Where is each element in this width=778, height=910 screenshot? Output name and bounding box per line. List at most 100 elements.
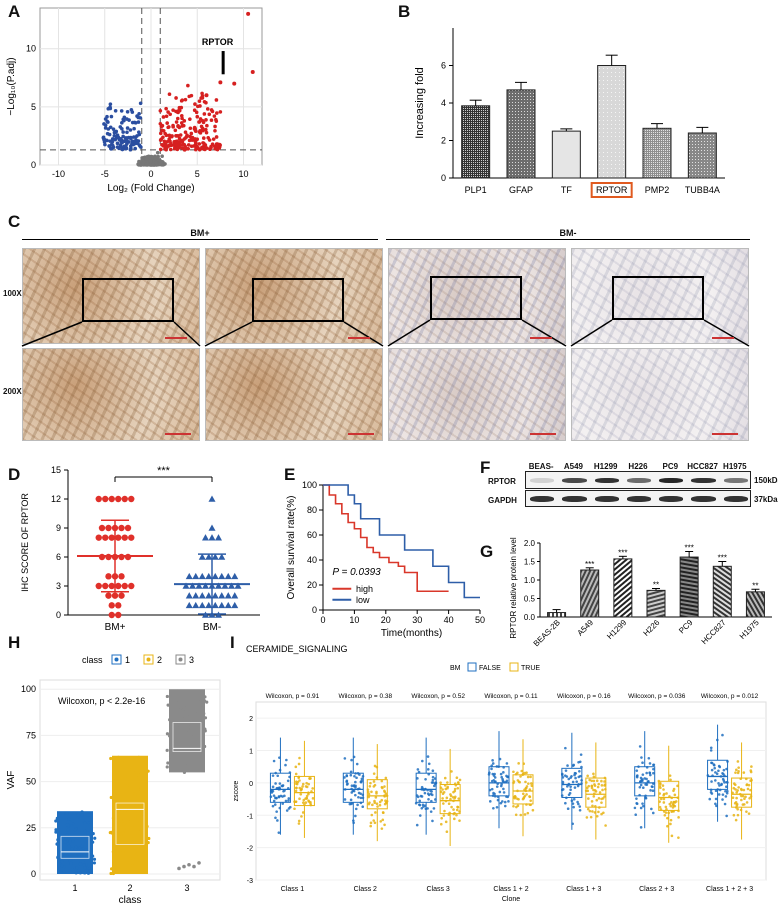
group-label-bm-neg: BM- <box>559 228 577 238</box>
data-point <box>490 787 494 791</box>
volcano-point <box>182 119 187 123</box>
data-point <box>218 572 226 580</box>
data-point <box>717 769 720 773</box>
data-point <box>502 791 506 794</box>
data-point <box>735 804 739 807</box>
scale-bar <box>712 337 734 339</box>
data-point <box>456 805 460 809</box>
data-point <box>297 762 301 766</box>
scale-bar <box>712 433 738 435</box>
data-point <box>186 756 190 760</box>
data-point <box>587 784 591 788</box>
data-point <box>589 815 593 819</box>
volcano-point <box>172 146 177 151</box>
volcano-point <box>189 131 194 136</box>
volcano-point <box>212 144 217 149</box>
data-point <box>424 777 427 781</box>
survival-line <box>323 484 449 593</box>
data-point <box>195 727 199 732</box>
data-point <box>417 770 421 774</box>
x-axis-label: class <box>119 895 142 906</box>
data-point <box>641 786 645 789</box>
data-point <box>506 795 510 799</box>
data-point <box>647 756 651 760</box>
x-tick-label: 5 <box>195 169 200 179</box>
data-point <box>744 777 748 781</box>
data-point <box>309 777 312 780</box>
data-point <box>732 813 736 817</box>
volcano-point <box>145 155 150 159</box>
volcano-point <box>137 130 141 134</box>
data-point <box>505 762 509 765</box>
data-point <box>746 787 750 791</box>
volcano-point <box>186 83 190 88</box>
volcano-point <box>174 139 178 144</box>
data-point <box>284 799 288 803</box>
volcano-point <box>103 126 108 130</box>
volcano-point <box>194 110 199 115</box>
data-point <box>709 746 713 750</box>
data-point <box>447 802 451 806</box>
data-point <box>738 792 742 796</box>
data-point <box>444 787 448 791</box>
data-point <box>649 789 652 792</box>
volcano-point <box>113 130 118 134</box>
data-point <box>434 798 437 801</box>
data-point <box>130 826 135 830</box>
data-point <box>714 771 717 774</box>
volcano-point <box>161 115 166 119</box>
data-point <box>734 771 737 774</box>
data-point <box>231 601 239 609</box>
data-point <box>274 816 277 820</box>
data-point <box>525 803 528 806</box>
data-point <box>299 792 303 796</box>
qpcr-bar-chart: 0 2 4 6 PLP1 GFAP TF RPTOR PMP2 TUBB4A Increasing … <box>414 28 725 198</box>
data-point <box>109 756 113 761</box>
volcano-point <box>133 120 138 125</box>
data-point <box>490 764 493 767</box>
panel-label-d: D <box>8 465 21 484</box>
data-point <box>198 572 206 580</box>
x-tick-label: 50 <box>475 615 485 625</box>
data-point <box>211 572 219 580</box>
data-point <box>74 871 78 875</box>
data-point <box>488 771 491 775</box>
data-point <box>108 611 115 619</box>
bar <box>580 569 600 618</box>
data-point <box>714 779 717 782</box>
blot-row-label-rptor: RPTOR <box>488 477 516 486</box>
volcano-point <box>167 92 172 96</box>
data-point <box>603 780 606 783</box>
data-point <box>83 871 87 875</box>
data-point <box>506 775 510 779</box>
data-point <box>119 762 123 767</box>
data-point <box>445 830 449 833</box>
ihc-image-bm-pos-1-200x <box>22 348 200 441</box>
data-point <box>195 724 199 728</box>
outlier-point <box>187 862 191 867</box>
blot-band-gapdh <box>691 496 716 502</box>
y-axis-label: RPTOR relative protein level <box>509 537 518 638</box>
data-point <box>375 802 379 806</box>
p-value-label: Wilcoxon, p = 0.11 <box>484 693 538 700</box>
y-tick-label: 0 <box>31 160 36 170</box>
x-tick-label: RPTOR <box>596 185 628 195</box>
data-point <box>95 534 102 541</box>
y-axis-label: −Log₁₀(P.adj) <box>6 57 17 115</box>
data-point <box>579 753 583 756</box>
volcano-point <box>116 135 121 140</box>
data-point <box>586 789 590 793</box>
data-point <box>524 789 528 793</box>
data-point <box>83 829 87 834</box>
volcano-point <box>113 108 118 113</box>
y-tick-label: 2 <box>441 136 446 146</box>
vaf-jitter-plot: 0 25 50 75 100 class 1 2 3 1 2 3 Wilcoxon, p < 2.2e-… <box>6 654 221 906</box>
volcano-point <box>201 141 205 145</box>
data-point <box>668 802 672 806</box>
data-point <box>578 805 582 808</box>
volcano-point <box>128 128 133 132</box>
data-point <box>500 775 503 779</box>
blot-band-gapdh <box>723 496 748 502</box>
data-point <box>375 776 379 779</box>
data-point <box>659 808 663 811</box>
